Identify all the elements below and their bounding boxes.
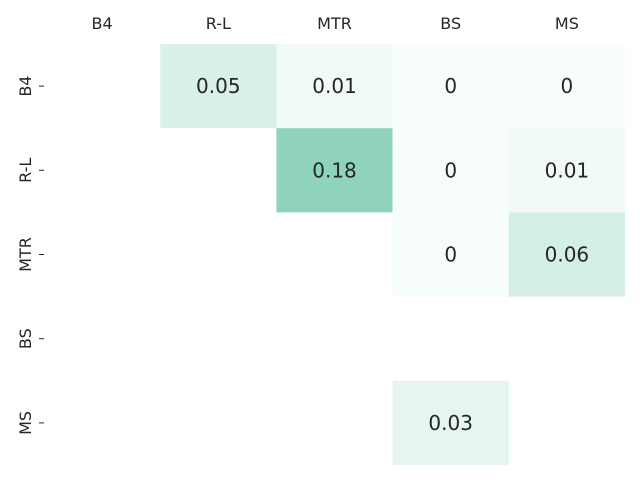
heatmap-cell-B4-R-L — [160, 44, 277, 129]
cell-value-label: 0.01 — [545, 158, 590, 182]
column-label-B4: B4 — [92, 14, 113, 33]
heatmap-cell-R-L-MS — [508, 128, 625, 213]
cell-value-label: 0.18 — [312, 158, 357, 182]
row-label-B4: B4 — [16, 76, 35, 97]
column-label-MS: MS — [555, 14, 579, 33]
row-label-R-L: R-L — [16, 158, 35, 183]
heatmap-cell-R-L-BS — [392, 128, 509, 213]
row-labels: B4 R-L MTR BS MS — [16, 76, 44, 435]
cell-value-label: 0 — [444, 158, 457, 182]
cell-value-label: 0.01 — [312, 74, 357, 98]
heatmap-cell-B4-BS — [392, 44, 509, 129]
cell-value-label: 0 — [444, 74, 457, 98]
column-labels: B4 R-L MTR BS MS — [92, 14, 579, 33]
cell-value-label: 0.05 — [196, 74, 241, 98]
cell-value-label: 0 — [561, 74, 574, 98]
row-label-MTR: MTR — [16, 237, 35, 272]
cell-value-label: 0.06 — [545, 243, 590, 267]
column-label-BS: BS — [440, 14, 461, 33]
heatmap-cells: 0.05 0.01 0 0 0.18 0 0.01 0 0.06 0.03 — [160, 44, 625, 465]
column-label-R-L: R-L — [206, 14, 231, 33]
heatmap-cell-MTR-MS — [508, 212, 625, 297]
heatmap-cell-B4-MTR — [276, 44, 393, 129]
row-label-BS: BS — [16, 328, 35, 349]
heatmap-cell-MTR-BS — [392, 212, 509, 297]
cell-value-label: 0 — [444, 243, 457, 267]
row-label-MS: MS — [16, 411, 35, 435]
heatmap-cell-B4-MS — [508, 44, 625, 129]
column-label-MTR: MTR — [317, 14, 352, 33]
heatmap-cell-MS-BS — [392, 380, 509, 465]
heatmap-cell-R-L-MTR — [276, 128, 393, 213]
cell-value-label: 0.03 — [428, 411, 473, 435]
